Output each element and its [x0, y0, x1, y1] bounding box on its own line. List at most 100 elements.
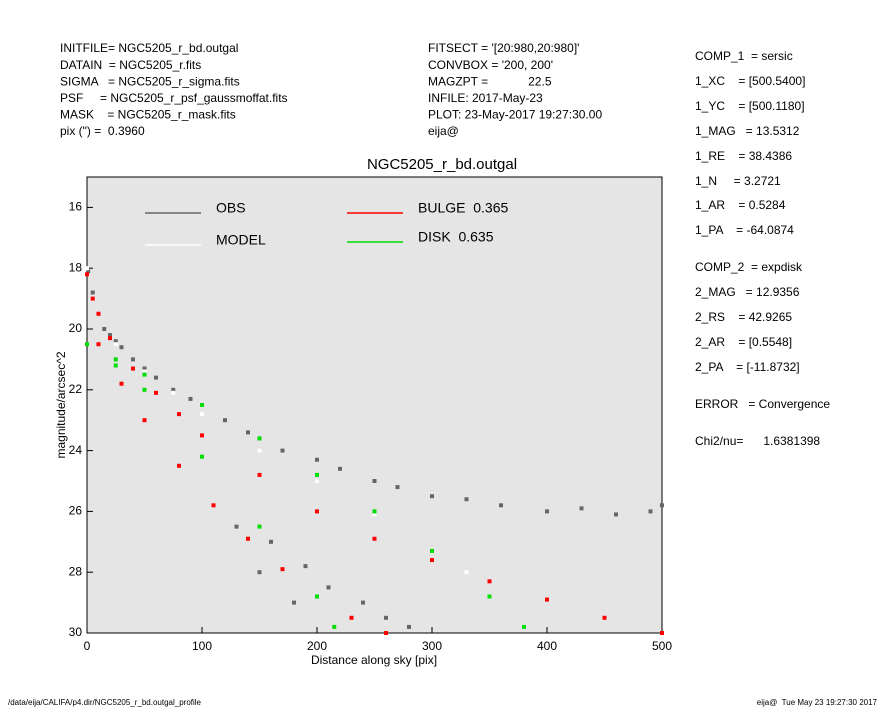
data-point — [142, 369, 147, 374]
data-point — [90, 290, 95, 295]
y-tick-label: 18 — [69, 260, 83, 274]
data-point — [487, 579, 492, 584]
header-field: INITFILE= NGC5205_r_bd.outgal — [60, 41, 238, 55]
data-point — [280, 448, 285, 453]
data-point — [315, 457, 319, 462]
data-point — [85, 272, 89, 277]
footer-path: /data/eija/CALIFA/p4.dir/NGC5205_r_bd.ou… — [8, 698, 202, 707]
x-tick-label: 200 — [307, 639, 327, 653]
data-point — [108, 336, 112, 341]
fit-parameter: 2_MAG = 12.9356 — [695, 285, 800, 299]
y-tick-label: 26 — [69, 504, 83, 518]
fit-parameter: COMP_1 = sersic — [695, 49, 793, 63]
data-point — [131, 357, 135, 362]
data-point — [499, 503, 503, 508]
data-point — [246, 536, 250, 541]
header-field: eija@ — [428, 124, 459, 138]
chart-title: NGC5205_r_bd.outgal — [367, 156, 517, 173]
data-point — [384, 631, 388, 635]
data-point — [338, 466, 342, 471]
data-point — [154, 390, 158, 395]
data-point — [113, 363, 118, 368]
data-point — [90, 296, 95, 301]
legend-label: DISK 0.635 — [418, 229, 494, 245]
data-point — [85, 266, 89, 271]
data-point — [257, 472, 262, 477]
data-point — [430, 558, 434, 563]
data-point — [142, 366, 147, 371]
data-point — [464, 570, 469, 575]
fit-parameter: 1_YC = [500.1180] — [695, 99, 805, 113]
data-point — [579, 506, 584, 511]
data-point — [602, 615, 607, 620]
header-field: SIGMA = NGC5205_r_sigma.fits — [60, 74, 240, 88]
data-point — [257, 448, 262, 453]
data-point — [119, 345, 124, 350]
data-point — [332, 624, 337, 629]
x-tick-label: 0 — [84, 639, 91, 653]
legend-label: OBS — [216, 200, 246, 216]
x-tick-label: 300 — [422, 639, 442, 653]
data-point — [96, 342, 101, 347]
plot-area — [86, 176, 663, 634]
data-point — [349, 615, 354, 620]
fit-parameter: COMP_2 = expdisk — [695, 260, 803, 274]
data-point — [269, 539, 273, 544]
header-field: pix (") = 0.3960 — [60, 124, 145, 138]
y-tick-label: 30 — [69, 625, 83, 639]
data-point — [372, 509, 377, 514]
x-tick-label: 500 — [652, 639, 672, 653]
header-field: FITSECT = '[20:980,20:980]' — [428, 41, 579, 55]
data-point — [315, 509, 319, 514]
x-tick-label: 400 — [537, 639, 557, 653]
header-field: INFILE: 2017-May-23 — [428, 91, 543, 105]
fit-parameter: 1_AR = 0.5284 — [695, 198, 786, 212]
data-point — [660, 503, 664, 508]
data-point — [223, 418, 227, 423]
legend-label: BULGE 0.365 — [418, 200, 508, 216]
header-field: PSF = NGC5205_r_psf_gaussmoffat.fits — [60, 91, 288, 105]
fit-parameter: 1_XC = [500.5400] — [695, 74, 805, 88]
data-point — [86, 269, 91, 274]
data-point — [522, 624, 526, 629]
fit-parameter: Chi2/nu= 1.6381398 — [695, 434, 820, 448]
data-point — [430, 494, 434, 499]
data-point — [142, 418, 147, 423]
data-point — [113, 357, 118, 362]
data-point — [177, 412, 181, 417]
data-point — [177, 463, 181, 468]
data-point — [315, 472, 319, 477]
data-point — [119, 381, 124, 386]
header-field: MAGZPT = 22.5 — [428, 74, 552, 88]
data-point — [648, 509, 653, 514]
fit-parameter: 1_N = 3.2721 — [695, 174, 781, 188]
data-point — [614, 512, 618, 517]
data-point — [113, 339, 118, 344]
data-point — [257, 570, 262, 575]
data-point — [200, 433, 204, 438]
data-point — [545, 509, 549, 514]
data-point — [372, 512, 377, 517]
data-point — [171, 390, 176, 395]
data-point — [200, 403, 204, 407]
data-point — [131, 366, 135, 371]
data-point — [246, 430, 250, 435]
data-point — [280, 567, 285, 572]
data-point — [200, 454, 204, 459]
y-tick-label: 16 — [69, 200, 83, 214]
data-point — [102, 327, 107, 331]
data-point — [108, 333, 112, 338]
data-point — [660, 631, 664, 635]
footer-stamp: eija@ Tue May 23 19:27:30 2017 — [757, 698, 878, 707]
data-point — [384, 615, 388, 620]
fit-parameter: ERROR = Convergence — [695, 397, 830, 411]
header-field: CONVBOX = '200, 200' — [428, 58, 553, 72]
y-tick-label: 20 — [69, 321, 83, 335]
fit-parameter: 2_RS = 42.9265 — [695, 310, 792, 324]
x-axis-label: Distance along sky [pix] — [311, 653, 437, 667]
fit-parameter: 1_MAG = 13.5312 — [695, 124, 800, 138]
data-point — [142, 387, 147, 392]
y-tick-label: 24 — [69, 443, 83, 457]
data-point — [361, 600, 365, 605]
